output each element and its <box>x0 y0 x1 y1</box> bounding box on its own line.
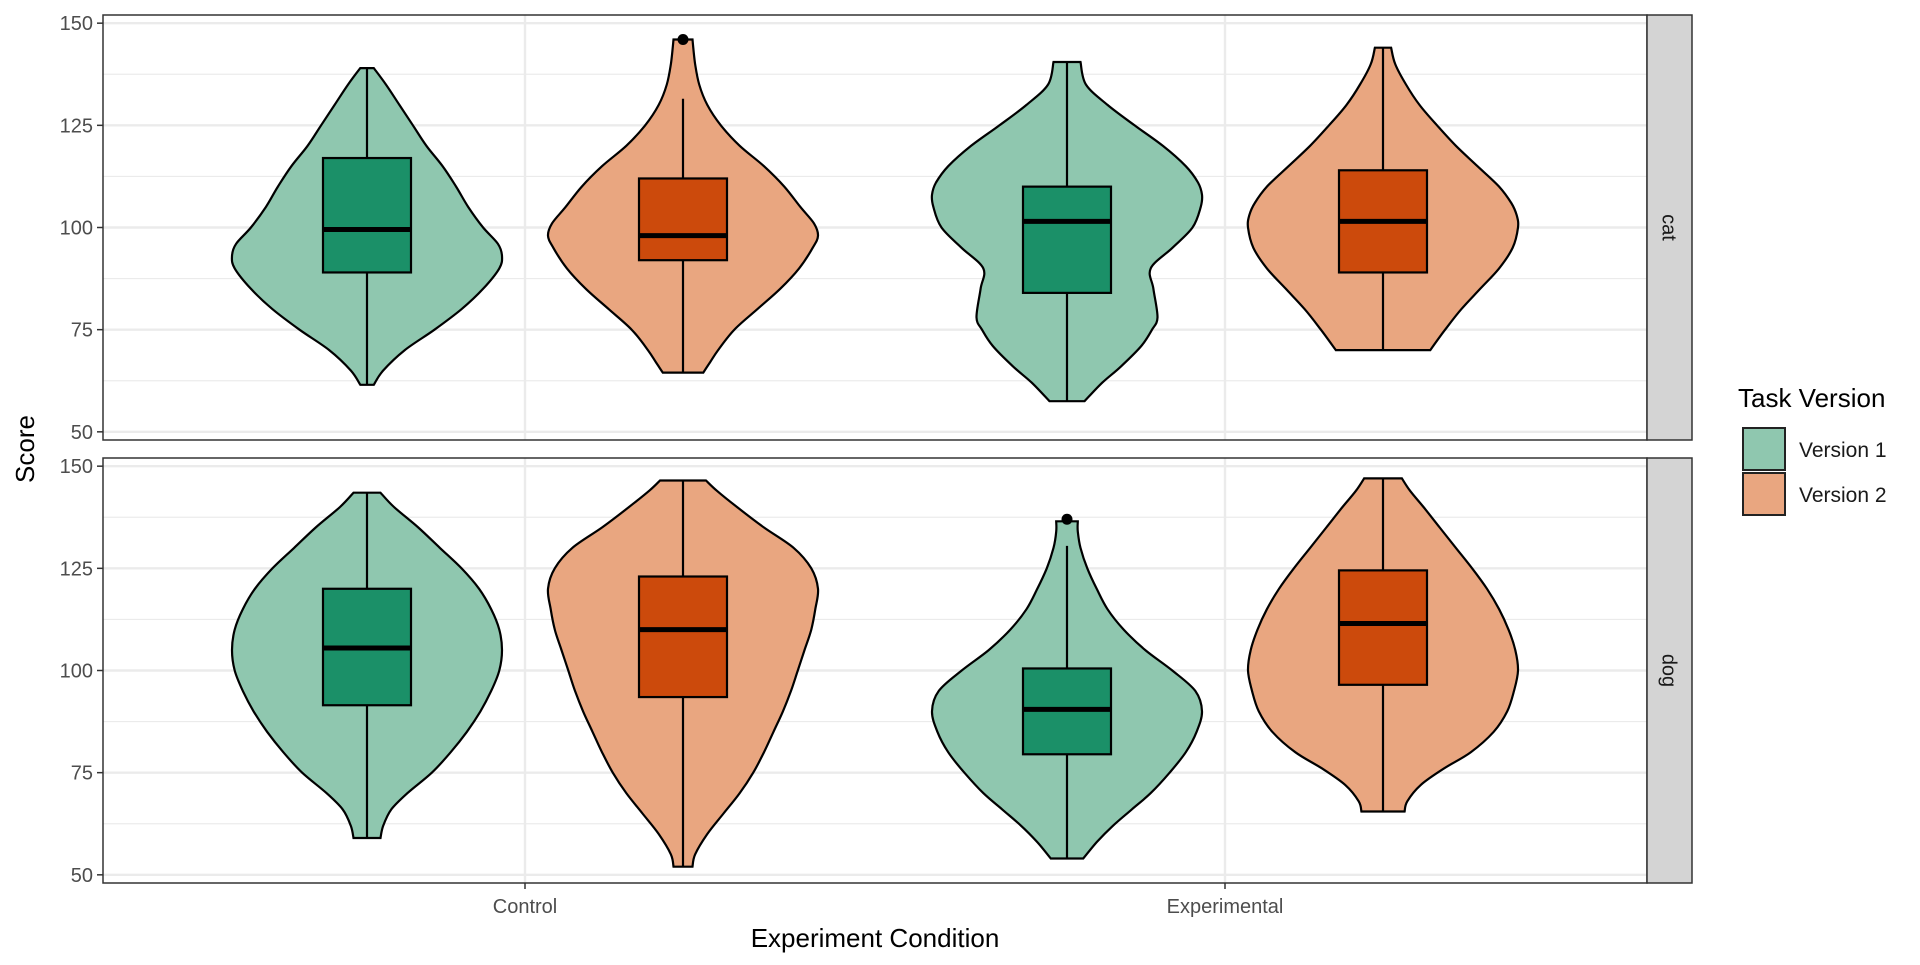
x-axis-title: Experiment Condition <box>751 923 1000 953</box>
legend-key-version-1 <box>1742 427 1786 471</box>
y-tick-label: 100 <box>60 661 93 683</box>
boxplot-outlier <box>677 34 689 46</box>
y-tick-label: 125 <box>60 558 93 580</box>
y-tick-label: 50 <box>71 422 93 444</box>
y-axis-title: Score <box>10 415 40 483</box>
legend-title: Task Version <box>1738 383 1885 413</box>
boxplot-outlier <box>1061 513 1073 525</box>
facet-strip-label: cat <box>1658 214 1680 241</box>
boxplot-box <box>321 156 413 274</box>
facet-strip-label: dog <box>1658 654 1680 687</box>
y-tick-label: 150 <box>60 13 93 35</box>
boxplot-box <box>1337 569 1429 686</box>
facet-strip <box>1646 14 1693 441</box>
x-tick-label: Control <box>493 896 557 918</box>
y-tick-label: 125 <box>60 115 93 137</box>
y-tick-label: 50 <box>71 865 93 887</box>
y-tick-label: 75 <box>71 320 93 342</box>
legend-label-version-2: Version 2 <box>1799 484 1887 507</box>
y-tick-label: 75 <box>71 763 93 785</box>
x-tick-label: Experimental <box>1167 896 1284 918</box>
boxplot-box <box>637 575 729 699</box>
legend-key-version-2 <box>1742 472 1786 516</box>
boxplot-box <box>1021 185 1113 294</box>
y-tick-label: 100 <box>60 218 93 240</box>
y-tick-label: 150 <box>60 456 93 478</box>
legend-label-version-1: Version 1 <box>1799 439 1887 462</box>
boxplot-box <box>637 177 729 262</box>
facet-strip <box>1646 457 1693 884</box>
